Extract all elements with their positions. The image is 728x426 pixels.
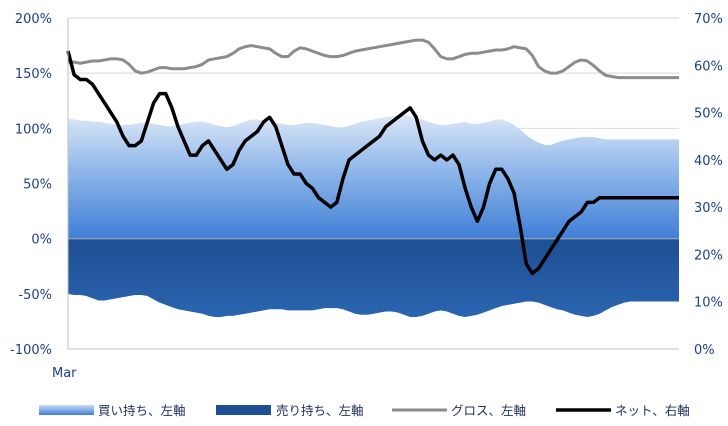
series-long-area: [68, 115, 679, 239]
right-tick-label: 70%: [694, 12, 723, 27]
legend-short-swatch: [216, 405, 271, 415]
left-tick-label: 150%: [15, 67, 52, 82]
short-area-layer: [68, 238, 679, 317]
right-tick-label: 20%: [694, 248, 723, 263]
left-axis-labels: -100% -50% 0% 50% 100% 150% 200%: [10, 12, 52, 358]
legend-long-label: 買い持ち、左軸: [98, 403, 186, 418]
left-tick-label: -100%: [10, 343, 52, 358]
legend-net-label: ネット、右軸: [615, 403, 690, 418]
left-tick-label: 100%: [15, 122, 52, 137]
legend-long-swatch: [39, 405, 94, 415]
left-tick-label: -50%: [18, 288, 52, 303]
series-net-line: [66, 50, 679, 276]
long-area-layer: [68, 115, 679, 239]
right-tick-label: 50%: [694, 107, 723, 122]
right-tick-label: 0%: [694, 343, 715, 358]
right-tick-label: 10%: [694, 296, 723, 311]
net-line-layer: [66, 50, 679, 276]
right-tick-label: 30%: [694, 201, 723, 216]
series-short-area: [68, 238, 679, 317]
axes-layer: [67, 18, 679, 350]
left-tick-label: 0%: [31, 233, 52, 248]
right-tick-label: 60%: [694, 59, 723, 74]
gross-line-layer: [68, 38, 679, 80]
legend-gross-label: グロス、左軸: [451, 403, 526, 418]
x-axis-start-label: Mar: [52, 366, 77, 381]
right-axis-labels: 0% 10% 20% 30% 40% 50% 60% 70%: [694, 12, 723, 358]
left-tick-label: 200%: [15, 12, 52, 27]
left-tick-label: 50%: [23, 178, 52, 193]
series-gross-line: [68, 38, 679, 80]
right-tick-label: 40%: [694, 154, 723, 169]
legend: 買い持ち、左軸 売り持ち、左軸 グロス、左軸 ネット、右軸: [39, 403, 690, 418]
legend-short-label: 売り持ち、左軸: [276, 403, 364, 418]
